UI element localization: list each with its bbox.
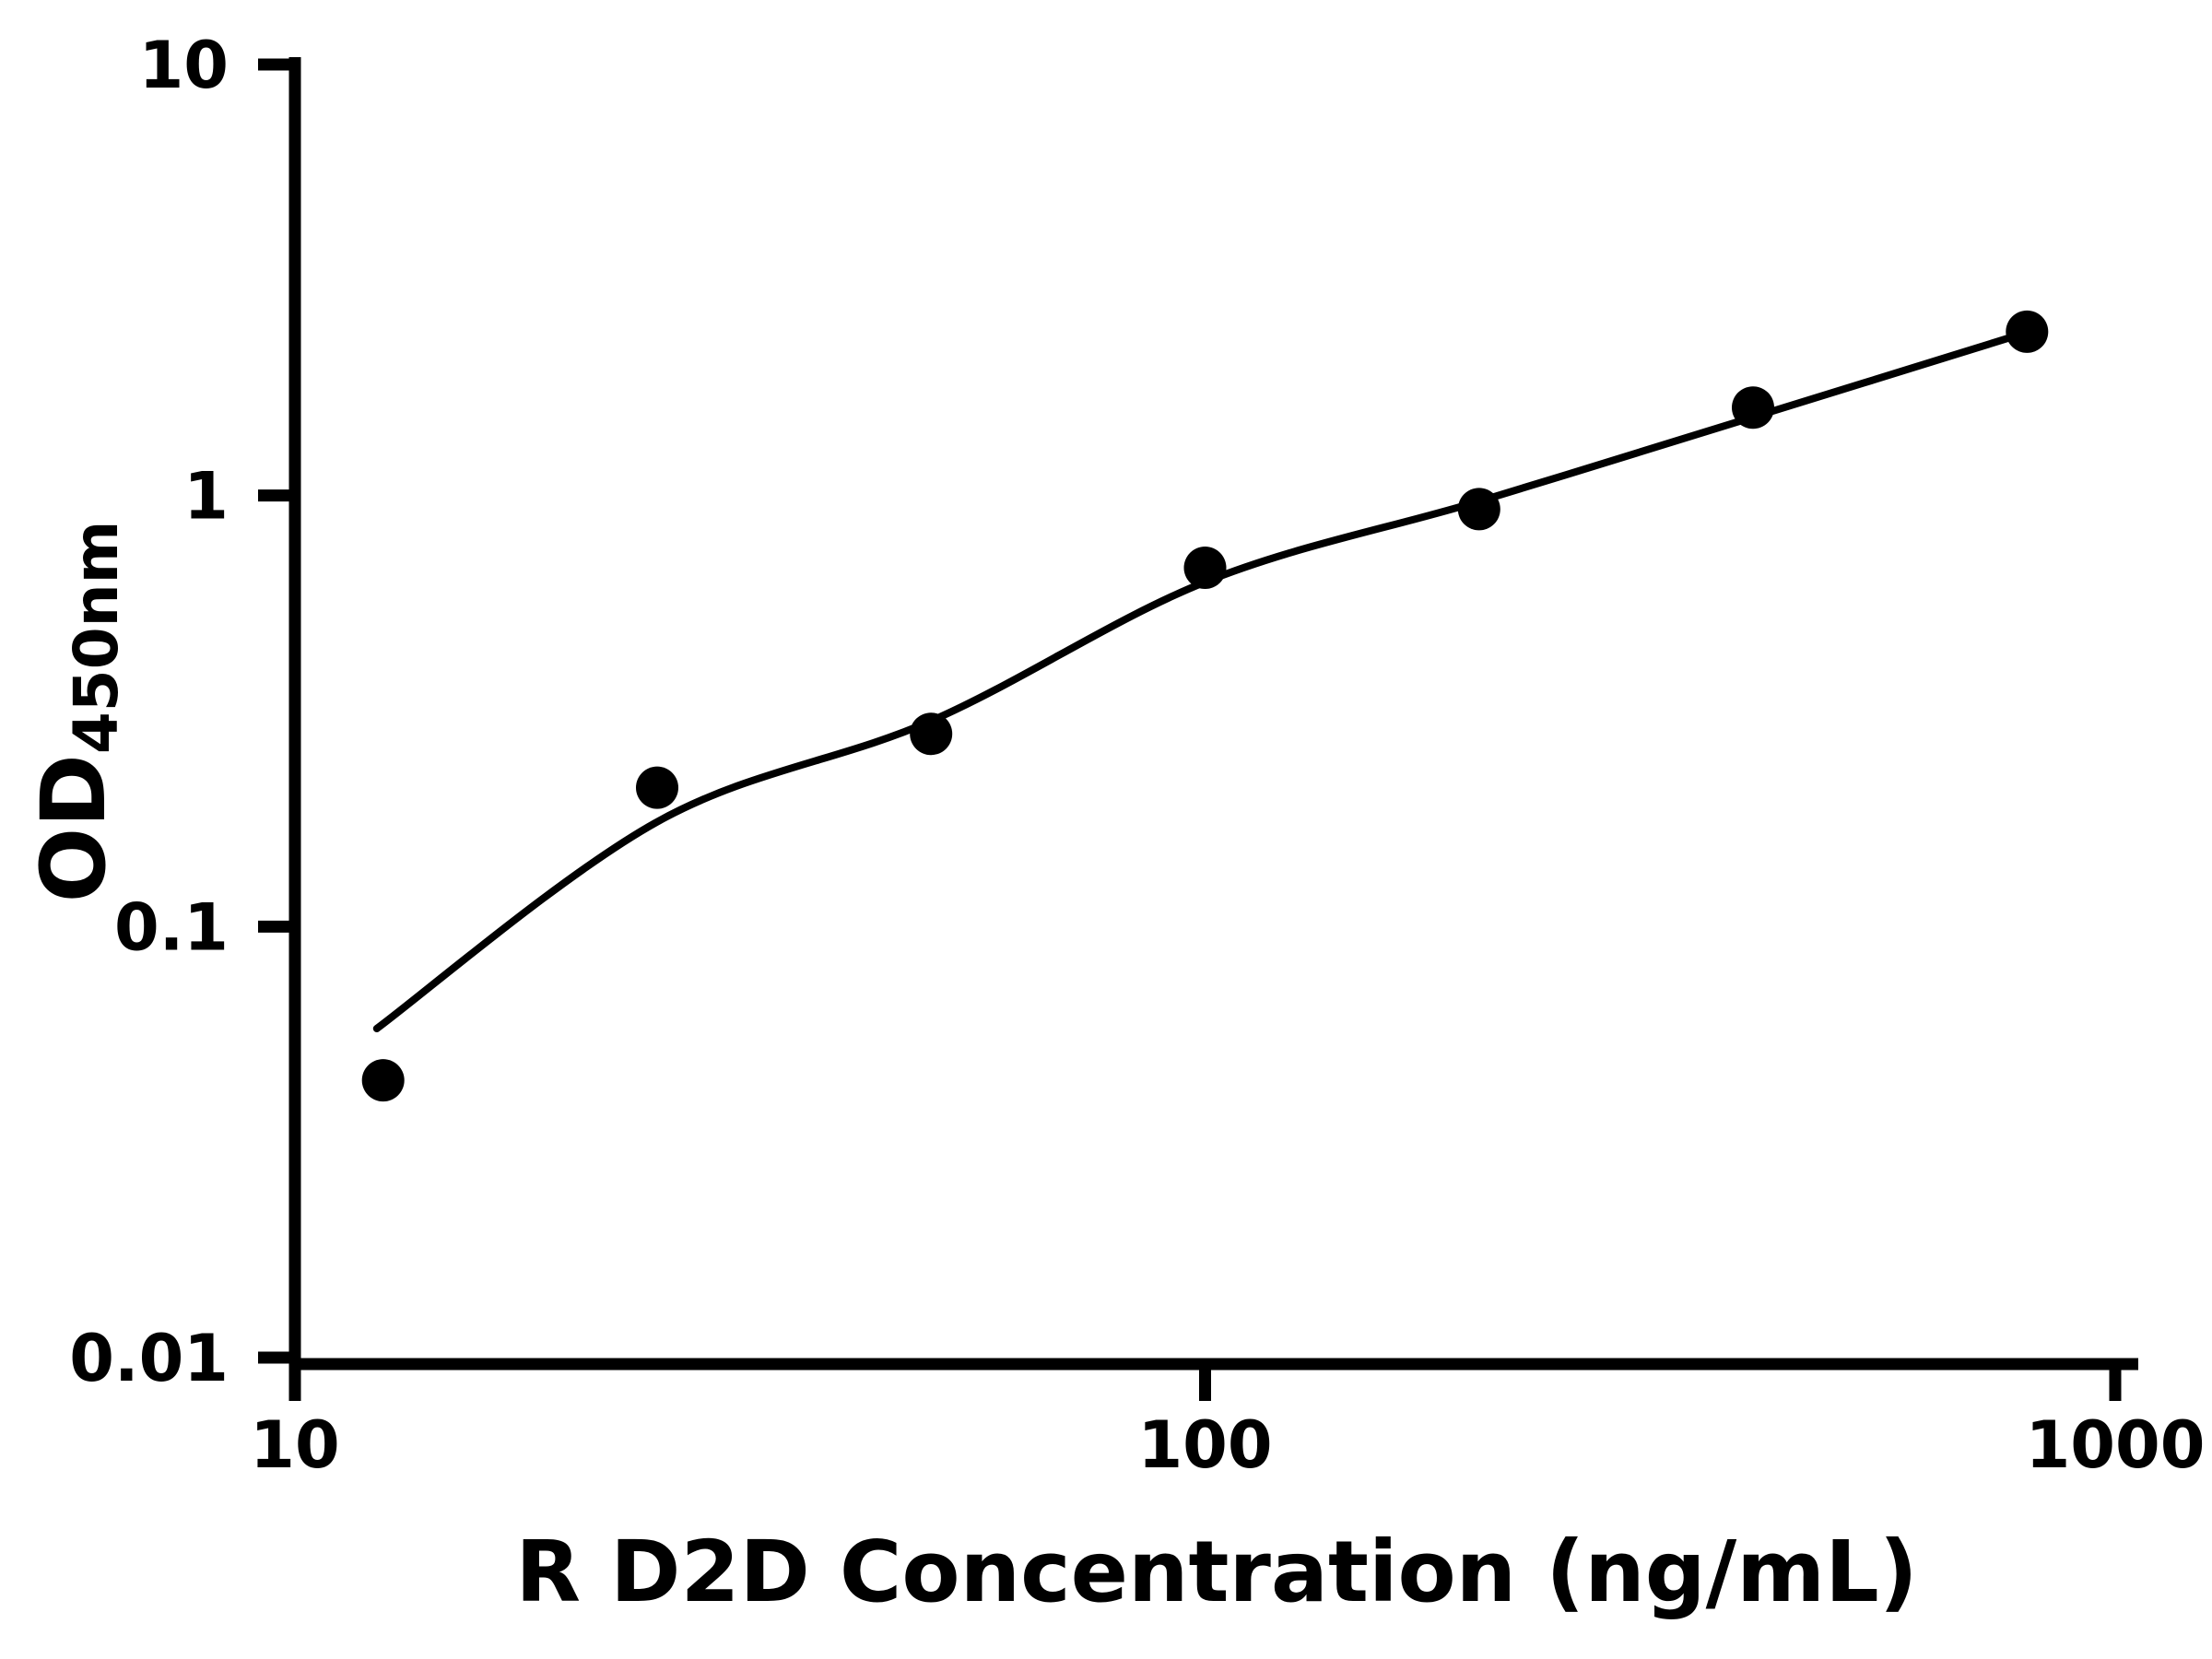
y-tick-label: 0.01	[69, 1321, 229, 1396]
y-axis-title: OD450nm	[22, 521, 132, 903]
x-tick-label: 10	[250, 1407, 339, 1483]
y-axis-title-subscript: 450nm	[61, 520, 132, 755]
y-axis-title-main: OD	[22, 754, 125, 903]
x-axis-title: R D2D Concentration (ng/mL)	[515, 1523, 1918, 1621]
data-point	[1457, 488, 1500, 531]
x-tick-label: 1000	[2026, 1407, 2206, 1483]
y-tick-label: 10	[139, 28, 229, 103]
data-point	[1732, 386, 1774, 429]
x-tick-label: 100	[1137, 1407, 1272, 1483]
y-tick-label: 1	[183, 459, 229, 535]
data-point	[636, 766, 678, 809]
fit-curve	[372, 324, 2046, 1032]
y-tick-label: 0.1	[114, 889, 229, 965]
data-point	[2006, 310, 2049, 353]
data-point	[361, 1059, 405, 1102]
data-point	[1183, 547, 1227, 589]
data-point	[910, 712, 953, 756]
